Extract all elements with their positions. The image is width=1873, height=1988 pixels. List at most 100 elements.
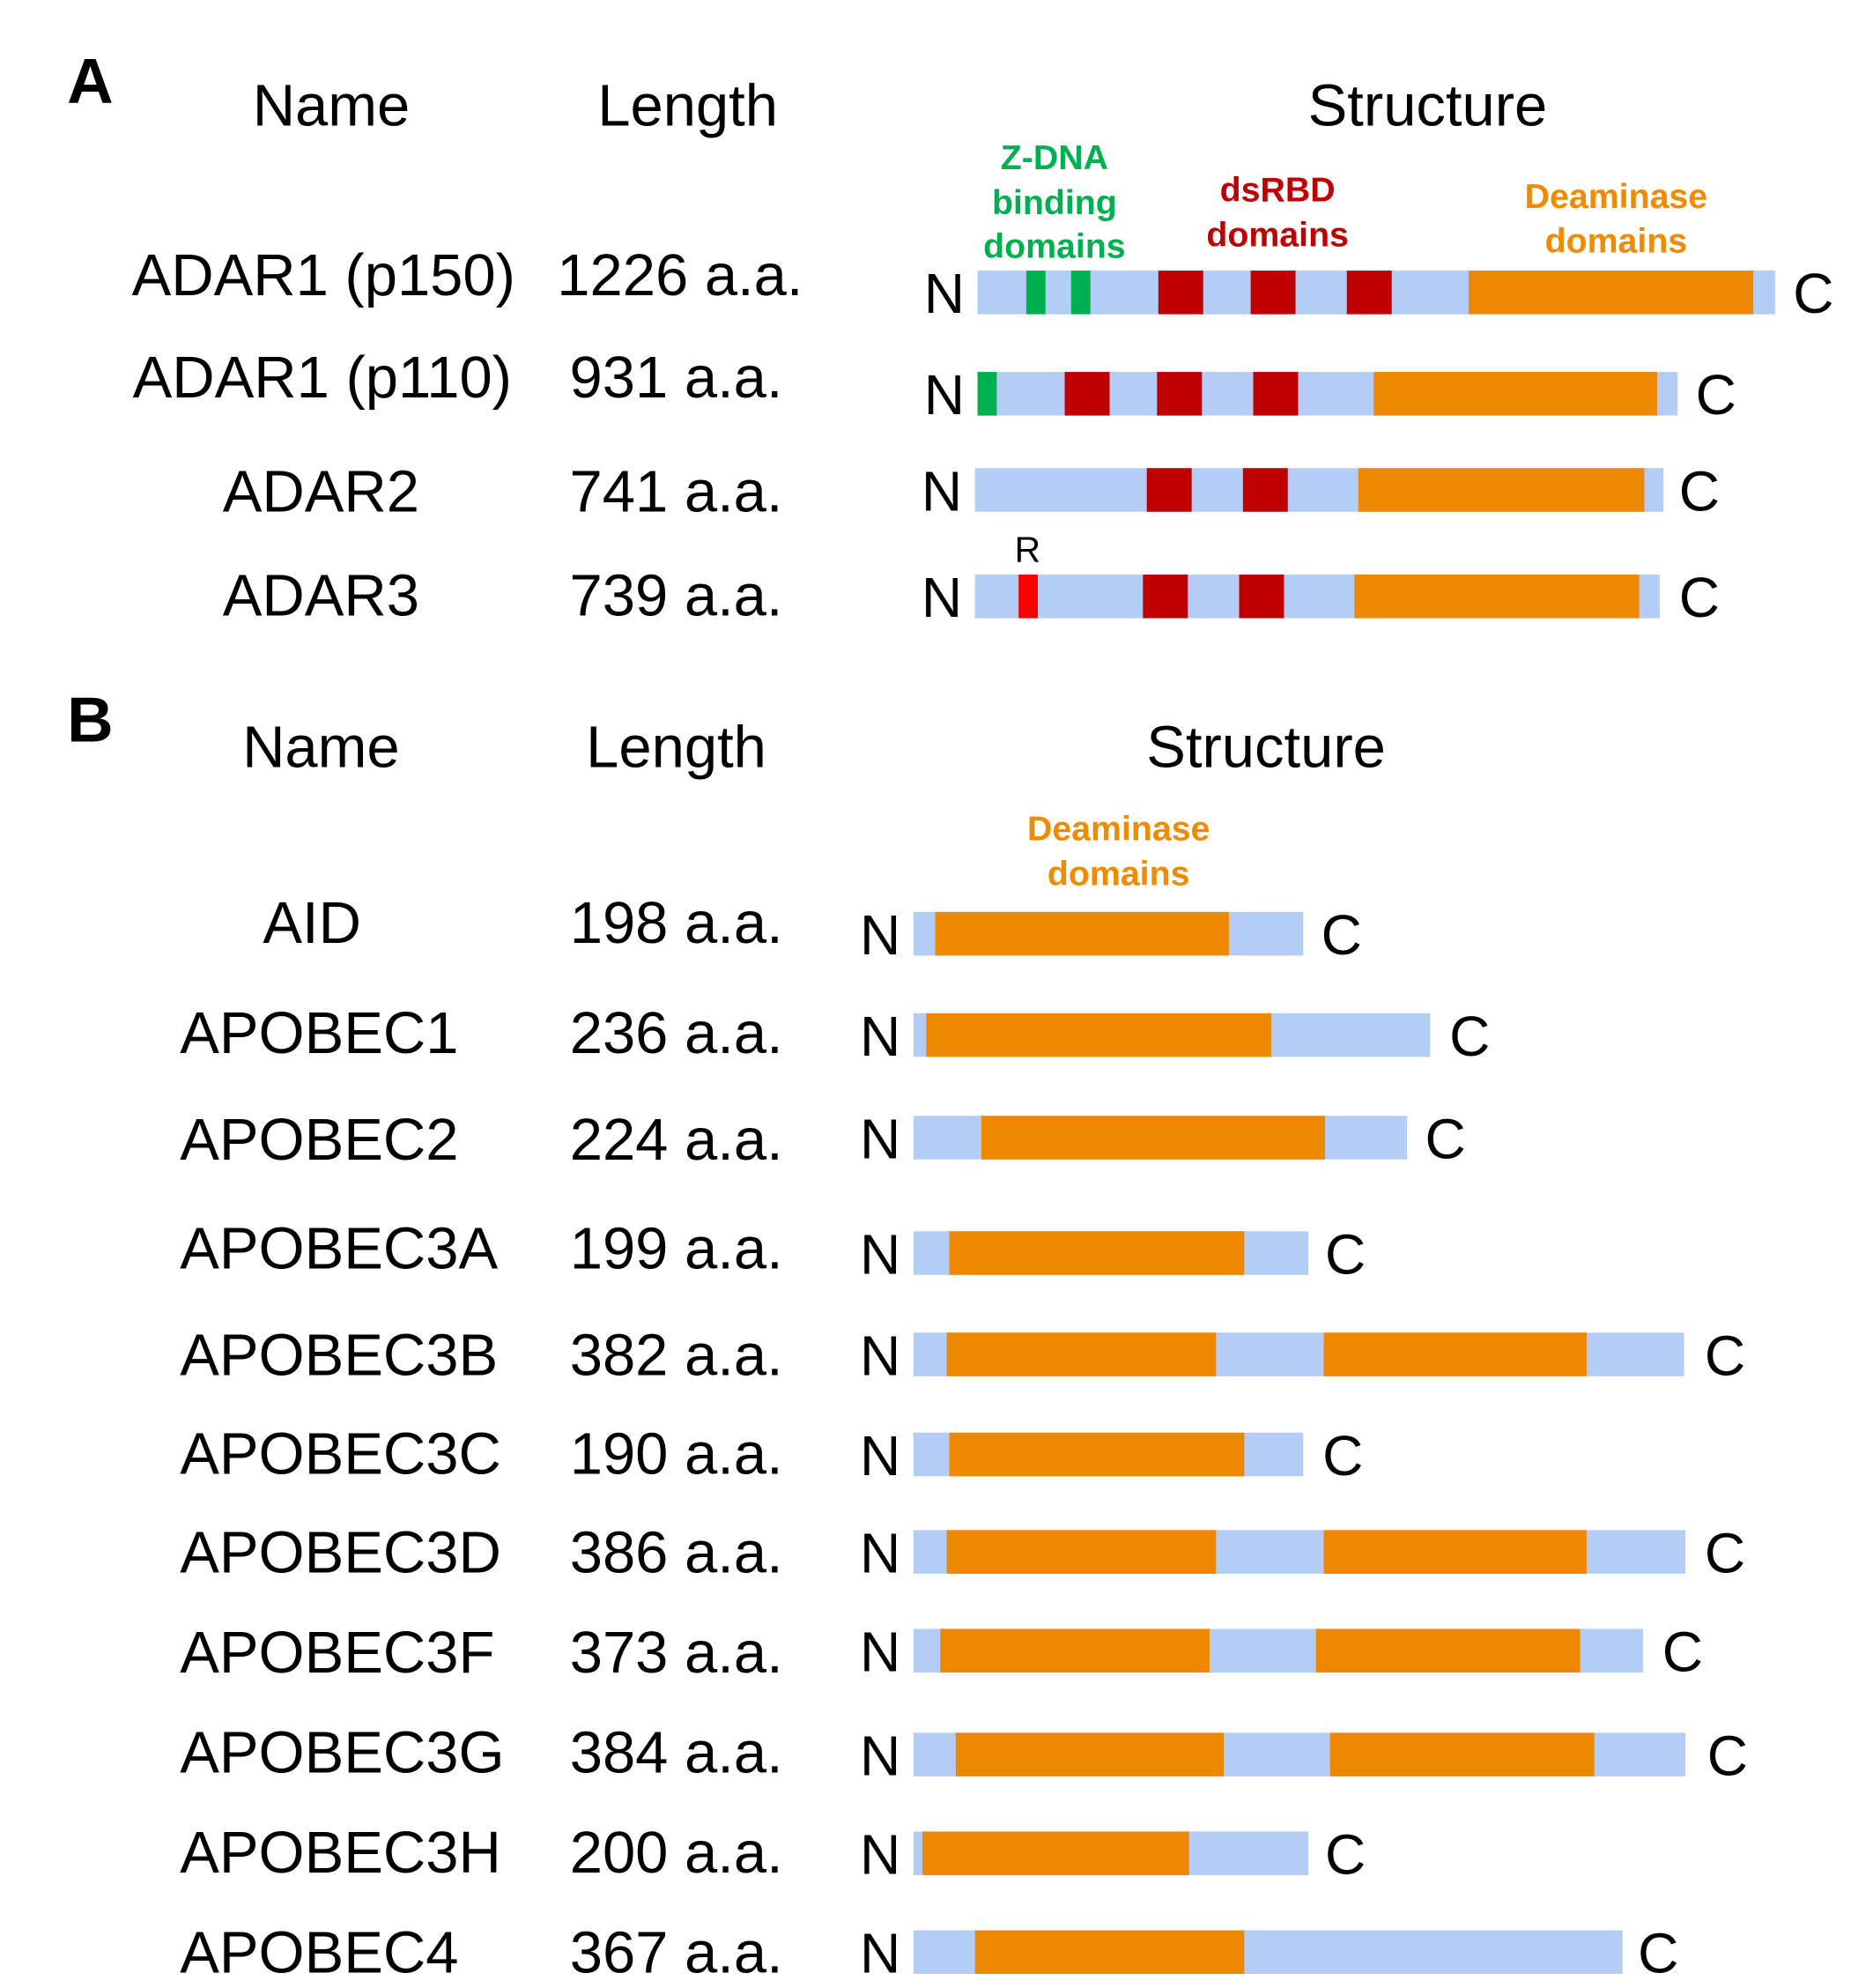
c-terminus-label: C	[1321, 903, 1362, 967]
deaminase-domain	[1323, 1530, 1587, 1574]
legend-zdna-line: domains	[983, 227, 1126, 266]
protein-row: AID 198 a.a. N C	[263, 890, 1362, 967]
protein-row: APOBEC3A 199 a.a. N C	[180, 1215, 1366, 1286]
deaminase-domain	[1358, 468, 1645, 512]
n-terminus-label: N	[860, 1424, 900, 1487]
c-terminus-label: C	[1325, 1822, 1366, 1886]
panel-b-label: B	[67, 684, 114, 755]
n-terminus-label: N	[860, 1222, 900, 1286]
protein-name: APOBEC3F	[180, 1620, 494, 1686]
dsrbd-domain	[1346, 271, 1392, 315]
protein-row: ADAR1 (p150) 1226 a.a. N C	[132, 242, 1834, 325]
protein-name: APOBEC3G	[180, 1719, 504, 1785]
n-terminus-label: N	[860, 1521, 900, 1584]
n-terminus-label: N	[860, 1324, 900, 1387]
c-terminus-label: C	[1679, 566, 1720, 629]
deaminase-domain	[946, 1530, 1217, 1574]
deaminase-domain	[922, 1831, 1189, 1875]
protein-length: 224 a.a.	[570, 1107, 783, 1173]
legend-deaminase-line: Deaminase	[1027, 809, 1210, 848]
c-terminus-label: C	[1662, 1620, 1703, 1683]
dsrbd-domain	[1157, 372, 1203, 416]
protein-name: APOBEC2	[180, 1107, 458, 1173]
dsrbd-domain	[1253, 372, 1299, 416]
c-terminus-label: C	[1425, 1107, 1466, 1170]
protein-name: APOBEC3A	[180, 1215, 498, 1281]
protein-length: 200 a.a.	[570, 1820, 783, 1886]
c-terminus-label: C	[1707, 1724, 1748, 1787]
dsrbd-domain	[1143, 575, 1188, 619]
n-terminus-label: N	[860, 1724, 900, 1787]
n-terminus-label: N	[860, 1005, 900, 1068]
protein-length: 741 a.a.	[570, 459, 783, 525]
n-terminus-label: N	[922, 566, 962, 629]
panel-a-header-name: Name	[253, 73, 411, 139]
zdna-domain	[1025, 271, 1046, 315]
protein-length: 384 a.a.	[570, 1719, 783, 1785]
n-terminus-label: N	[924, 262, 965, 325]
n-terminus-label: N	[922, 459, 962, 523]
legend-zdna-line: binding	[992, 183, 1117, 222]
protein-row: ADAR1 (p110) 931 a.a. N C	[133, 345, 1736, 427]
dsrbd-domain	[1250, 271, 1296, 315]
deaminase-domain	[949, 1231, 1245, 1275]
protein-length: 373 a.a.	[570, 1620, 783, 1686]
dsrbd-domain	[1064, 372, 1110, 416]
deaminase-domain	[949, 1432, 1245, 1477]
deaminase-domain	[940, 1628, 1210, 1673]
protein-row: APOBEC3C 190 a.a. N C	[180, 1421, 1363, 1487]
n-terminus-label: N	[860, 1822, 900, 1886]
protein-length: 367 a.a.	[570, 1920, 783, 1986]
protein-length: 382 a.a.	[570, 1322, 783, 1388]
dsrbd-domain	[1146, 468, 1192, 512]
legend-deaminase-a: Deaminase domains	[1525, 177, 1707, 261]
protein-row: APOBEC3H 200 a.a. N C	[180, 1820, 1366, 1886]
panel-a-header-structure: Structure	[1308, 73, 1548, 139]
dsrbd-domain	[1158, 271, 1203, 315]
deaminase-domain	[926, 1013, 1271, 1057]
c-terminus-label: C	[1705, 1521, 1745, 1584]
panel-a-label: A	[67, 45, 114, 116]
protein-length: 386 a.a.	[570, 1519, 783, 1585]
protein-row: APOBEC2 224 a.a. N C	[180, 1107, 1466, 1173]
deaminase-domain	[1329, 1732, 1595, 1777]
r-domain-label: R	[1015, 530, 1040, 570]
legend-zdna: Z-DNA binding domains	[983, 138, 1126, 265]
protein-row: APOBEC4 367 a.a. N C	[180, 1920, 1678, 1986]
deaminase-domain	[1373, 372, 1657, 416]
c-terminus-label: C	[1322, 1424, 1363, 1487]
c-terminus-label: C	[1449, 1005, 1490, 1068]
legend-deaminase-b: Deaminase domains	[1027, 809, 1210, 893]
c-terminus-label: C	[1325, 1222, 1366, 1286]
protein-row: APOBEC3F 373 a.a. N C	[180, 1620, 1703, 1686]
protein-name: APOBEC3D	[180, 1519, 501, 1585]
protein-length: 199 a.a.	[570, 1215, 783, 1281]
protein-name: AID	[263, 890, 361, 956]
legend-deaminase-line: domains	[1048, 854, 1190, 893]
protein-length: 931 a.a.	[570, 345, 783, 411]
n-terminus-label: N	[860, 903, 900, 967]
panel-a-header-length: Length	[597, 73, 778, 139]
protein-name: APOBEC3B	[180, 1322, 498, 1388]
protein-name: ADAR1 (p110)	[133, 345, 512, 411]
protein-length: 190 a.a.	[570, 1421, 783, 1487]
dsrbd-domain	[1242, 468, 1288, 512]
protein-row: APOBEC3B 382 a.a. N C	[180, 1322, 1745, 1388]
deaminase-domain	[981, 1116, 1326, 1160]
legend-dsrbd-line: dsRBD	[1220, 171, 1336, 210]
c-terminus-label: C	[1696, 363, 1736, 427]
deaminase-domain	[1315, 1628, 1581, 1673]
protein-row: ADAR3 739 a.a. N C	[223, 563, 1720, 629]
protein-row: APOBEC3G 384 a.a. N C	[180, 1719, 1748, 1787]
panel-b-header-length: Length	[586, 714, 766, 780]
protein-name: APOBEC1	[180, 1000, 458, 1066]
legend-deaminase-line: domains	[1545, 222, 1688, 261]
dsrbd-domain	[1239, 575, 1284, 619]
deaminase-domain	[1469, 271, 1754, 315]
legend-zdna-line: Z-DNA	[1001, 138, 1108, 177]
protein-length: 198 a.a.	[570, 890, 783, 956]
zdna-domain	[1070, 271, 1091, 315]
legend-deaminase-line: Deaminase	[1525, 177, 1707, 216]
protein-name: APOBEC3C	[180, 1421, 501, 1487]
